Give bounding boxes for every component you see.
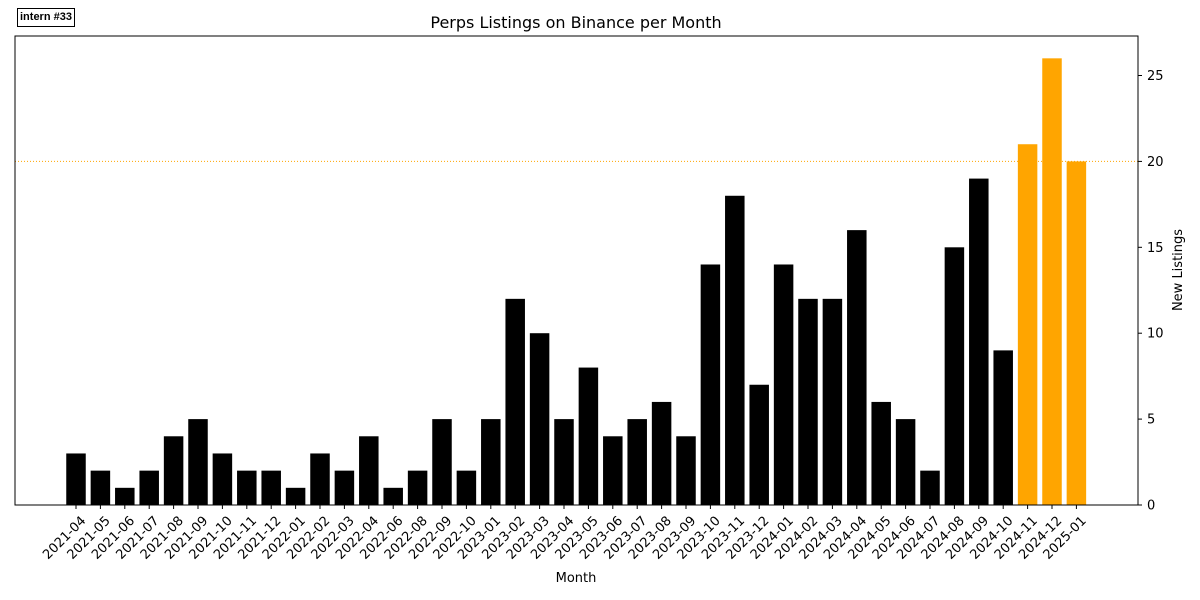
y-tick-label: 25 [1147, 69, 1164, 84]
bar-2021-10 [212, 453, 233, 505]
x-axis-label: Month [556, 571, 597, 586]
bar-2023-11 [725, 195, 745, 505]
bar-2021-11 [237, 470, 257, 505]
bar-2022-03 [334, 470, 355, 505]
bar-2025-01 [1066, 161, 1087, 505]
bar-2022-01 [285, 487, 306, 505]
bar-2022-08 [407, 470, 428, 505]
bar-2023-08 [651, 401, 672, 505]
bar-2021-07 [139, 470, 159, 505]
bar-2023-03 [529, 333, 550, 505]
bar-2022-06 [383, 487, 403, 505]
bar-2021-12 [261, 470, 281, 505]
bar-2021-04 [66, 453, 86, 505]
bar-2023-09 [676, 436, 696, 505]
bar-2024-03 [822, 298, 843, 505]
bar-2023-02 [505, 298, 525, 505]
y-tick-label: 0 [1147, 499, 1155, 514]
bar-2024-07 [920, 470, 940, 505]
bar-2022-09 [432, 419, 452, 505]
bar-2023-04 [554, 419, 574, 505]
y-tick-label: 5 [1147, 413, 1155, 428]
bar-2024-08 [944, 247, 965, 506]
bar-2024-11 [1017, 144, 1038, 505]
bar-2024-06 [895, 419, 916, 505]
bar-2023-06 [603, 436, 623, 505]
y-axis-label: New Listings [1171, 229, 1186, 311]
bar-2024-01 [773, 264, 794, 505]
plot-frame [14, 35, 1139, 506]
chart-title: Perps Listings on Binance per Month [430, 13, 721, 32]
bar-2024-02 [798, 298, 818, 505]
bar-2022-10 [456, 470, 477, 505]
bar-2021-05 [90, 470, 111, 505]
bar-2024-10 [993, 350, 1013, 505]
bar-2021-08 [163, 436, 184, 505]
bar-2024-05 [871, 401, 891, 505]
y-tick-label: 10 [1147, 327, 1164, 342]
bar-2023-01 [481, 419, 501, 505]
y-axis-ticks: 0 5 10 15 20 25 [1138, 69, 1164, 514]
x-axis-ticks: 2021-042021-052021-062021-072021-082021-… [40, 505, 1090, 563]
y-tick-label: 15 [1147, 241, 1164, 256]
bar-2022-04 [359, 436, 379, 505]
bar-2021-06 [115, 487, 135, 505]
bars-group [66, 58, 1087, 506]
bar-2023-10 [700, 264, 721, 505]
bar-2023-12 [749, 384, 769, 505]
bar-2024-09 [969, 178, 989, 506]
intern-badge: intern #33 [17, 8, 75, 27]
bar-2023-05 [578, 367, 599, 505]
bar-2022-02 [310, 453, 330, 505]
bar-2024-12 [1042, 58, 1062, 505]
bar-2024-04 [847, 230, 867, 505]
y-tick-label: 20 [1147, 155, 1164, 170]
bar-2023-07 [627, 419, 647, 505]
bar-2021-09 [188, 419, 208, 505]
